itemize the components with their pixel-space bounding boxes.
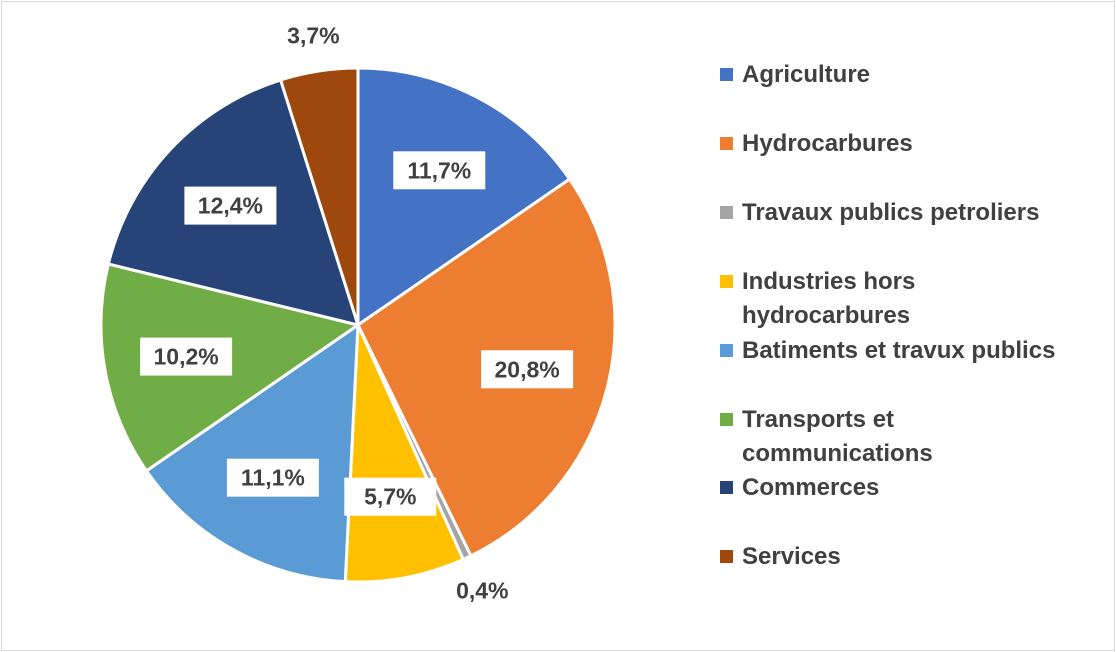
- data-label-box-batiments-et-travux-publics: [226, 458, 319, 497]
- legend-label-hydrocarbures: Hydrocarbures: [742, 130, 913, 157]
- data-label-services: 3,7%: [287, 22, 339, 48]
- data-label-batiments-et-travux-publics: 11,1%: [226, 458, 319, 497]
- legend-label-agriculture: Agriculture: [742, 61, 871, 88]
- pie-slice-batiments-et-travux-publics: [144, 323, 360, 584]
- data-label-text-commerces: 12,4%: [198, 193, 263, 219]
- data-label-agriculture: 11,7%: [393, 151, 486, 190]
- legend-swatch-transports-et-communications: [720, 413, 733, 426]
- pie-slice-industries-hors-hydrocarbures: [343, 323, 465, 584]
- data-label-box-hydrocarbures: [481, 350, 574, 389]
- data-label-text-industries-hors-hydrocarbures: 5,7%: [364, 484, 416, 510]
- legend-label-travaux-publics-petroliers: Travaux publics petroliers: [742, 199, 1040, 226]
- data-label-box-agriculture: [393, 151, 486, 190]
- legend-label-industries-hors-hydrocarbures: Industries hors hydrocarbures: [742, 268, 916, 329]
- legend-item-agriculture: Agriculture: [720, 58, 870, 92]
- legend-label-services: Services: [742, 543, 841, 570]
- data-label-text-agriculture: 11,7%: [407, 157, 471, 183]
- data-label-hydrocarbures: 20,8%: [481, 350, 574, 389]
- legend-swatch-services: [720, 550, 733, 563]
- legend-item-services: Services: [720, 540, 841, 574]
- data-label-text-services: 3,7%: [287, 22, 339, 48]
- legend-swatch-agriculture: [720, 68, 733, 81]
- legend-item-batiments-et-travux-publics: Batiments et travux publics: [720, 334, 1055, 368]
- legend-label-batiments-et-travux-publics: Batiments et travux publics: [742, 337, 1056, 364]
- legend-item-hydrocarbures: Hydrocarbures: [720, 127, 913, 161]
- data-label-text-travaux-publics-petroliers: 0,4%: [456, 577, 508, 603]
- data-label-box-commerces: [184, 186, 277, 225]
- data-label-travaux-publics-petroliers: 0,4%: [456, 577, 508, 603]
- data-label-box-transports-et-communications: [140, 337, 233, 376]
- pie-slice-agriculture: [356, 66, 572, 327]
- legend-swatch-industries-hors-hydrocarbures: [720, 275, 733, 288]
- legend-item-industries-hors-hydrocarbures: Industries hors hydrocarbures: [720, 265, 915, 333]
- data-labels: 11,7% 20,8% 0,4% 5,7% 11,1% 10,2% 12,4% 3,7%: [140, 22, 574, 603]
- legend-label-transports-et-communications: Transports et communications: [742, 406, 933, 467]
- data-label-transports-et-communications: 10,2%: [140, 337, 233, 376]
- legend-label-commerces: Commerces: [742, 474, 880, 501]
- data-label-box-industries-hors-hydrocarbures: [344, 477, 437, 516]
- data-label-text-transports-et-communications: 10,2%: [153, 344, 218, 370]
- legend-swatch-travaux-publics-petroliers: [720, 206, 733, 219]
- legend-item-travaux-publics-petroliers: Travaux publics petroliers: [720, 196, 1039, 230]
- legend-swatch-hydrocarbures: [720, 137, 733, 150]
- legend-item-transports-et-communications: Transports et communications: [720, 403, 933, 471]
- data-label-commerces: 12,4%: [184, 186, 277, 225]
- legend-swatch-batiments-et-travux-publics: [720, 344, 733, 357]
- legend-item-commerces: Commerces: [720, 471, 879, 505]
- legend-swatch-commerces: [720, 481, 733, 494]
- pie-slice-services: [279, 66, 360, 327]
- data-label-industries-hors-hydrocarbures: 5,7%: [344, 477, 437, 516]
- data-label-text-batiments-et-travux-publics: 11,1%: [241, 465, 305, 491]
- data-label-text-hydrocarbures: 20,8%: [494, 356, 559, 382]
